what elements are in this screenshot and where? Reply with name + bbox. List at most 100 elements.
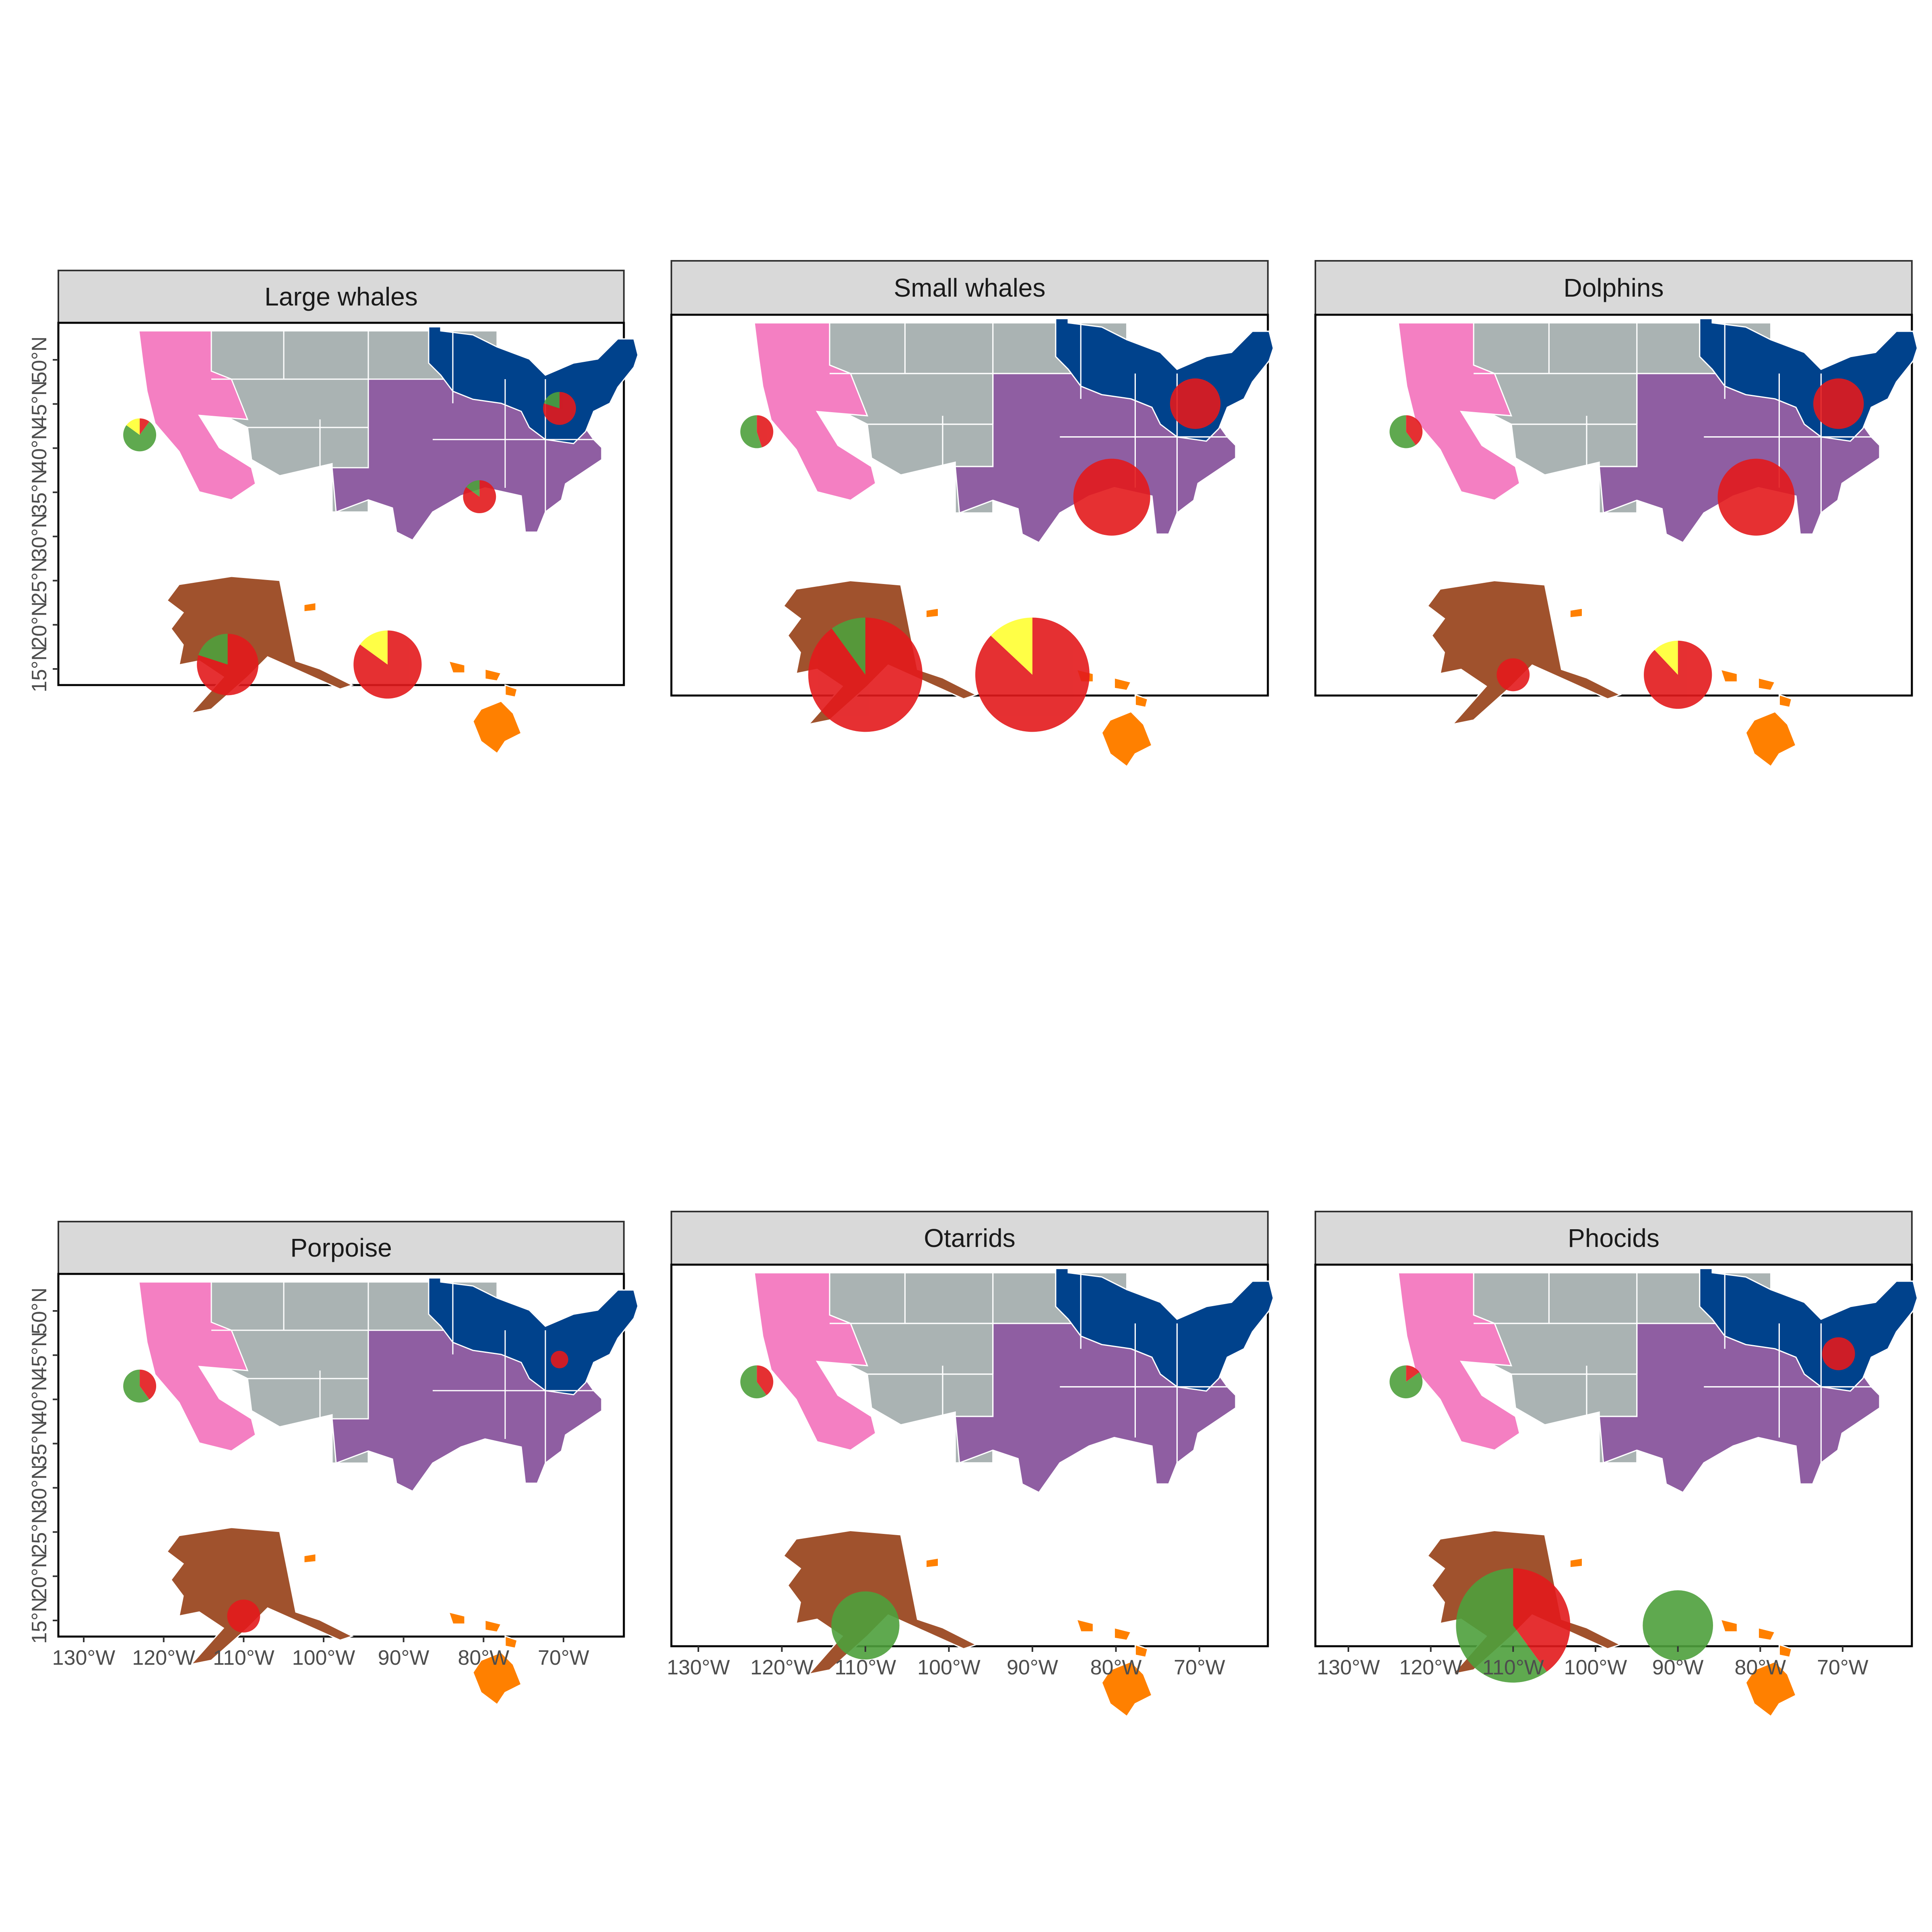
lat-tick-label: 40°N <box>28 425 51 471</box>
pie-hawaii <box>975 617 1090 732</box>
northeast-states <box>1055 1267 1274 1392</box>
pacific-states <box>753 322 877 501</box>
lon-tick-label: 70°W <box>1817 1656 1868 1679</box>
map-layer <box>1397 318 1918 768</box>
lon-tick-label: 110°W <box>1482 1656 1544 1679</box>
pie-northeast <box>1822 1337 1855 1371</box>
pie-slice-red <box>551 1350 568 1368</box>
northeast-states <box>1699 1267 1918 1392</box>
pacific-states <box>1397 1272 1521 1451</box>
lat-tick-label: 50°N <box>28 1288 51 1334</box>
lat-tick-label: 45°N <box>28 1332 51 1379</box>
hawaii <box>925 1557 1153 1717</box>
lat-tick-label: 25°N <box>28 557 51 604</box>
pacific-states <box>138 1281 256 1452</box>
lon-tick-label: 120°W <box>1399 1656 1462 1679</box>
facet-strip <box>1315 260 1913 316</box>
lon-tick-label: 110°W <box>213 1646 275 1670</box>
latitude-axis: 15°N20°N25°N30°N35°N40°N45°N50°N <box>28 1288 58 1644</box>
pie-slice-red <box>1406 415 1423 445</box>
pie-slice-yellow <box>126 418 140 435</box>
lat-tick-label: 35°N <box>28 469 51 516</box>
pie-slice-red <box>1073 458 1150 536</box>
pacific-states <box>1397 322 1521 501</box>
pie-alaska <box>831 1591 900 1660</box>
pie-slice-red <box>1496 658 1530 691</box>
lon-tick-label: 110°W <box>835 1656 896 1679</box>
lon-tick-label: 90°W <box>1007 1656 1058 1679</box>
lat-tick-label: 50°N <box>28 336 51 383</box>
hawaii <box>1569 607 1797 768</box>
facet-strip <box>671 260 1269 316</box>
facet-strip <box>671 1211 1269 1265</box>
pie-slice-red <box>227 1600 260 1633</box>
map-layer <box>137 1277 639 1706</box>
facet-title: Otarrids <box>924 1224 1016 1253</box>
lon-tick-label: 130°W <box>52 1646 116 1670</box>
hawaii <box>1569 1557 1797 1717</box>
lon-tick-label: 90°W <box>1652 1656 1704 1679</box>
pie-southeast <box>463 480 496 514</box>
pie-slice-red <box>1717 458 1795 536</box>
pie-slice-green <box>740 415 762 448</box>
northeast-states <box>1699 318 1918 442</box>
alaska <box>1426 580 1622 725</box>
facet-panel: Otarrids 130°W 120°W 110°W 100°W 90°W 80°W 70°W <box>667 1211 1274 1717</box>
pie-hawaii <box>353 630 422 699</box>
lon-tick-label: 100°W <box>1564 1656 1627 1679</box>
longitude-axis: 130°W 120°W 110°W 100°W 90°W 80°W 70°W <box>52 1637 589 1670</box>
pie-slice-green <box>123 1369 150 1403</box>
lon-tick-label: 100°W <box>917 1656 980 1679</box>
hawaii <box>303 1553 522 1706</box>
facet-strip <box>58 1221 625 1275</box>
pie-slice-green <box>1456 1568 1547 1683</box>
hawaii <box>925 607 1153 768</box>
pie-west-coast <box>1389 1365 1423 1399</box>
pie-slice-green <box>740 1365 767 1399</box>
map-layer <box>137 326 639 755</box>
pie-slice-green <box>1643 1590 1713 1661</box>
pie-southeast <box>1717 458 1795 536</box>
pie-hawaii <box>1644 640 1712 709</box>
pie-slice-red <box>1513 1568 1571 1672</box>
pie-southeast <box>1073 458 1150 536</box>
pie-slice-red <box>140 1369 157 1399</box>
pie-slice-red <box>140 418 150 435</box>
pie-west-coast <box>1389 415 1423 448</box>
northeast-states <box>428 1277 639 1395</box>
pie-slice-green <box>123 421 157 452</box>
facet-panel: Phocids 130°W 120°W 110°W 100°W 90°W 80°W 70°W <box>1314 1211 1918 1717</box>
lat-tick-label: 15°N <box>28 646 51 692</box>
lon-tick-label: 130°W <box>1317 1656 1380 1679</box>
pie-slice-green <box>832 617 865 675</box>
lon-tick-label: 80°W <box>1090 1656 1142 1679</box>
lon-tick-label: 70°W <box>1174 1656 1225 1679</box>
pie-alaska <box>227 1600 260 1633</box>
facet-strip <box>1315 1211 1913 1265</box>
facet-title: Small whales <box>894 273 1045 302</box>
lon-tick-label: 120°W <box>750 1656 813 1679</box>
lat-tick-label: 30°N <box>28 513 51 560</box>
pie-hawaii <box>1643 1590 1713 1661</box>
lat-tick-label: 30°N <box>28 1464 51 1511</box>
pie-northeast <box>551 1350 568 1368</box>
facet-title: Large whales <box>264 282 418 311</box>
pie-slice-yellow <box>1654 640 1678 675</box>
lon-tick-label: 80°W <box>458 1646 509 1670</box>
facet-title: Phocids <box>1568 1224 1660 1253</box>
pie-slice-red <box>808 617 923 732</box>
pie-slice-green <box>1389 415 1416 448</box>
lat-tick-label: 40°N <box>28 1376 51 1423</box>
lat-tick-label: 20°N <box>28 1553 51 1600</box>
pacific-states <box>753 1272 877 1451</box>
pie-slice-green <box>466 480 480 497</box>
lat-tick-label: 20°N <box>28 601 51 648</box>
pie-slice-red <box>353 630 422 699</box>
pie-slice-green <box>544 392 560 409</box>
pie-alaska <box>197 634 259 696</box>
lat-tick-label: 35°N <box>28 1420 51 1467</box>
pie-west-coast <box>740 1365 774 1399</box>
facet-strip <box>58 270 625 324</box>
lat-tick-label: 25°N <box>28 1509 51 1555</box>
